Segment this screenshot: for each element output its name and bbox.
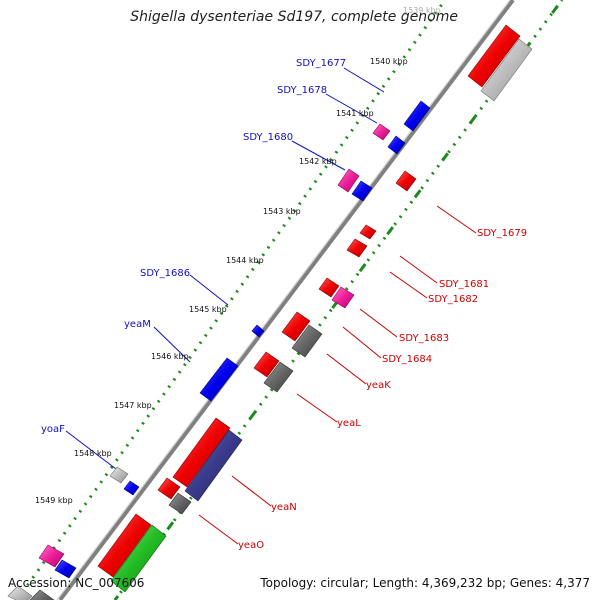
gene-sdy-1680[interactable]: [337, 168, 360, 193]
gene-bottom-blue[interactable]: [54, 559, 77, 579]
gene-sdy-1682[interactable]: [346, 238, 368, 258]
scale-label-1544: 1544 kbp: [226, 256, 264, 265]
gene-sdy-1684[interactable]: [281, 311, 311, 342]
label-sdy-1682[interactable]: SDY_1682: [428, 294, 478, 305]
gene-top-lightgrey[interactable]: [480, 38, 533, 102]
gene-sdy-1677[interactable]: [403, 100, 431, 132]
gene-yeak[interactable]: [253, 351, 280, 378]
label-sdy-1678[interactable]: SDY_1678: [277, 85, 327, 96]
scale-label-1540: 1540 kbp: [370, 57, 408, 66]
gene-top-red[interactable]: [467, 24, 521, 88]
gene-yeal-b[interactable]: [184, 429, 243, 502]
genome-backbone: [58, 0, 515, 600]
genome-backbone-highlight: [56, 0, 511, 600]
label-yeao[interactable]: yeaO: [238, 540, 264, 551]
label-sdy-1683[interactable]: SDY_1683: [399, 333, 449, 344]
genome-stats-label: Topology: circular; Length: 4,369,232 bp…: [260, 576, 590, 590]
scale-label-1548: 1548 kbp: [74, 449, 112, 458]
gene-yeak-b[interactable]: [263, 361, 294, 393]
label-sdy-1680[interactable]: SDY_1680: [243, 132, 293, 143]
gene-sdy-1678b[interactable]: [387, 135, 406, 155]
gene-yeam[interactable]: [199, 357, 239, 402]
gene-yeal[interactable]: [172, 417, 231, 488]
map-title: Shigella dysenteriae Sd197, complete gen…: [130, 9, 458, 25]
accession-label: Accession: NC_007606: [8, 576, 145, 590]
scale-label-1541: 1541 kbp: [336, 109, 374, 118]
scale-label-1549: 1549 kbp: [35, 496, 73, 505]
scale-label-1547: 1547 kbp: [114, 401, 152, 410]
gene-yoaf-b[interactable]: [123, 480, 140, 496]
scale-label-1539: 1539 kbp: [403, 6, 441, 15]
gene-sdy-1678[interactable]: [372, 123, 391, 141]
label-sdy-1684[interactable]: SDY_1684: [382, 354, 432, 365]
label-yean[interactable]: yeaN: [271, 502, 297, 513]
gene-yeao[interactable]: [97, 513, 152, 578]
gene-sdy-1679[interactable]: [395, 170, 417, 192]
label-sdy-1686[interactable]: SDY_1686: [140, 268, 190, 279]
forward-leader-lines: [65, 67, 385, 473]
reverse-genes[interactable]: [7, 24, 533, 600]
gene-yean-b[interactable]: [168, 492, 192, 515]
gene-sdy-1681[interactable]: [359, 224, 377, 240]
gene-yean[interactable]: [157, 477, 181, 500]
scale-label-1545: 1545 kbp: [189, 305, 227, 314]
label-sdy-1681[interactable]: SDY_1681: [439, 279, 489, 290]
label-yeak[interactable]: yeaK: [366, 380, 391, 391]
scale-label-1542: 1542 kbp: [299, 157, 337, 166]
label-yeal[interactable]: yeaL: [337, 418, 361, 429]
scale-label-1546: 1546 kbp: [151, 352, 189, 361]
gene-sdy-1680b[interactable]: [351, 180, 373, 202]
label-yeam[interactable]: yeaM: [124, 319, 151, 330]
label-sdy-1679[interactable]: SDY_1679: [477, 228, 527, 239]
forward-genes[interactable]: [38, 100, 431, 579]
gene-sdy-1684b[interactable]: [291, 324, 323, 358]
gene-sdy-1683[interactable]: [318, 277, 340, 298]
gene-sdy-1686[interactable]: [251, 324, 265, 338]
gene-bottom-pink[interactable]: [38, 544, 65, 568]
label-sdy-1677[interactable]: SDY_1677: [296, 58, 346, 69]
reverse-leader-lines: [198, 205, 477, 545]
gene-yeao-b[interactable]: [110, 524, 167, 593]
gene-yoaf-a[interactable]: [109, 466, 129, 484]
scale-label-1543: 1543 kbp: [263, 207, 301, 216]
gene-sdy-1683b[interactable]: [331, 286, 355, 309]
label-yoaf[interactable]: yoaF: [41, 424, 65, 435]
gene-corner-lightgrey[interactable]: [7, 585, 33, 600]
gene-corner-grey[interactable]: [29, 589, 55, 600]
